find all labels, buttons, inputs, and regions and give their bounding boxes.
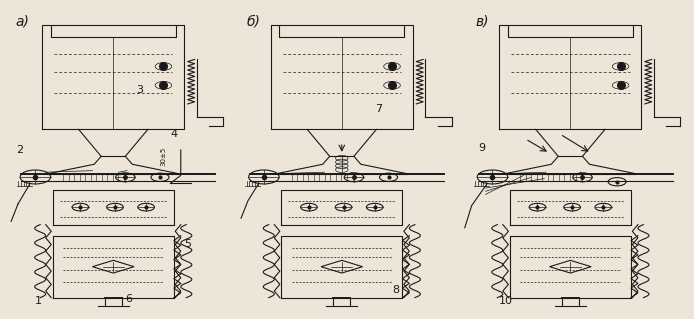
Text: 3: 3 [136, 85, 143, 95]
Text: 8: 8 [392, 285, 399, 295]
Text: 30±5: 30±5 [160, 147, 167, 166]
Text: б): б) [246, 15, 260, 29]
Text: 4: 4 [170, 129, 178, 139]
Text: в): в) [475, 15, 489, 29]
Text: 6: 6 [126, 294, 133, 304]
Text: 1: 1 [35, 296, 42, 306]
Text: 10: 10 [499, 296, 514, 306]
Text: а): а) [16, 15, 30, 29]
Text: 9: 9 [478, 143, 486, 153]
Text: 2: 2 [17, 145, 24, 155]
Text: 5: 5 [184, 239, 192, 249]
Text: 7: 7 [375, 104, 382, 114]
